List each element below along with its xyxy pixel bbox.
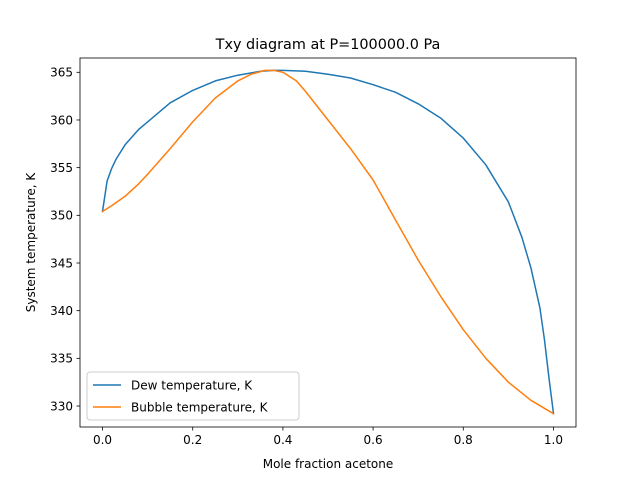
y-tick-label: 355 (50, 161, 73, 175)
y-axis-label: System temperature, K (24, 172, 38, 313)
y-tick-label: 350 (50, 209, 73, 223)
legend-label-bubble: Bubble temperature, K (131, 401, 269, 415)
x-tick-label: 1.0 (544, 433, 563, 447)
x-tick-label: 0.6 (364, 433, 383, 447)
y-axis-ticks: 330 335 340 345 350 355 360 365 (50, 66, 80, 413)
x-tick-label: 0.2 (183, 433, 202, 447)
y-tick-label: 360 (50, 113, 73, 127)
plot-area-frame (79, 57, 577, 428)
x-tick-label: 0.4 (273, 433, 292, 447)
legend: Dew temperature, K Bubble temperature, K (86, 371, 300, 421)
legend-box (86, 371, 300, 421)
x-tick-label: 0.0 (93, 433, 112, 447)
series-curves (101, 69, 555, 415)
legend-label-dew: Dew temperature, K (131, 379, 253, 393)
series-line-1 (101, 69, 555, 415)
y-tick-label: 330 (50, 399, 73, 413)
x-axis-ticks: 0.0 0.2 0.4 0.6 0.8 1.0 (93, 427, 563, 447)
series-line-0 (101, 69, 555, 415)
x-axis-label: Mole fraction acetone (263, 457, 394, 471)
y-tick-label: 335 (50, 352, 73, 366)
y-tick-label: 345 (50, 256, 73, 270)
chart-title: Txy diagram at P=100000.0 Pa (215, 37, 441, 53)
x-tick-label: 0.8 (454, 433, 473, 447)
y-tick-label: 340 (50, 304, 73, 318)
y-tick-label: 365 (50, 66, 73, 80)
